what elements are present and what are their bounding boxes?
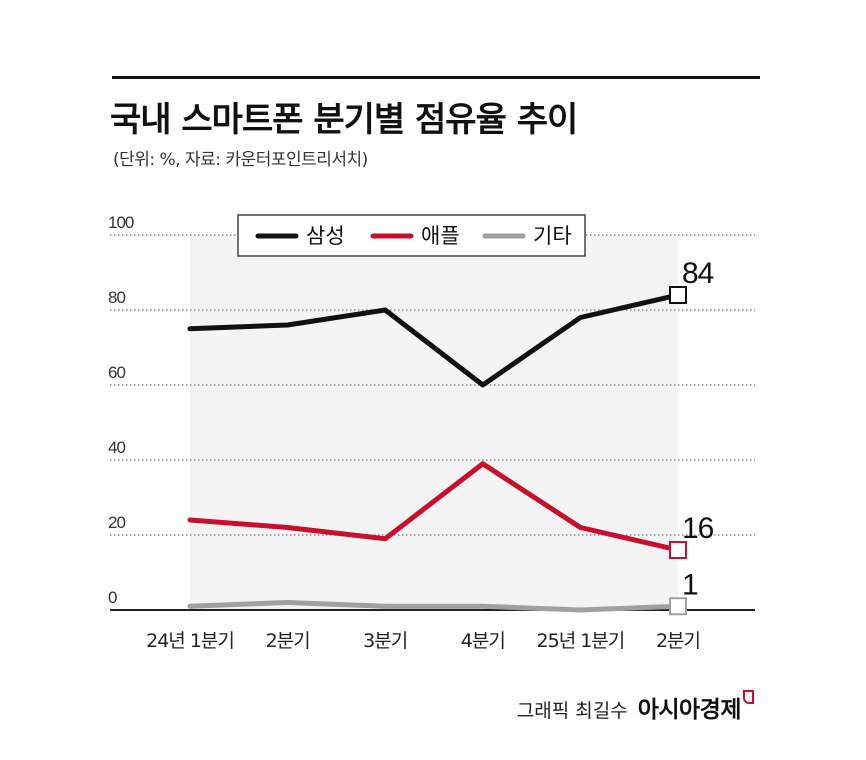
brand-mark-icon xyxy=(743,690,754,704)
x-tick-label: 2분기 xyxy=(266,630,310,652)
top-rule xyxy=(112,76,760,79)
series-line-2 xyxy=(187,600,681,613)
legend-label: 기타 xyxy=(533,224,572,248)
plot-area-shade xyxy=(190,235,678,610)
y-tick-label: 60 xyxy=(108,363,125,382)
x-tick-label: 2분기 xyxy=(656,630,700,652)
end-marker-0 xyxy=(669,286,687,304)
end-value-label: 1 xyxy=(682,568,698,601)
x-tick-label: 25년 1분기 xyxy=(537,630,625,652)
legend-label: 애플 xyxy=(421,224,460,248)
series-line-1 xyxy=(187,461,681,553)
end-marker-1 xyxy=(669,541,687,559)
page-title: 국내 스마트폰 분기별 점유율 추이 xyxy=(110,100,578,140)
x-tick-label: 3분기 xyxy=(363,630,407,652)
y-tick-label: 80 xyxy=(108,288,125,307)
end-value-label: 84 xyxy=(682,257,714,290)
brand-logo: 아시아경제 xyxy=(638,690,754,724)
credit: 그래픽 최길수 아시아경제 xyxy=(517,690,754,724)
series-line-0 xyxy=(187,292,681,388)
y-tick-label: 20 xyxy=(108,513,125,532)
y-tick-label: 40 xyxy=(108,438,125,457)
end-marker-2 xyxy=(669,597,687,616)
x-tick-label: 24년 1분기 xyxy=(146,630,234,652)
legend-label: 삼성 xyxy=(306,224,345,248)
y-tick-label: 100 xyxy=(108,213,134,232)
y-tick-label: 0 xyxy=(108,588,117,607)
x-tick-label: 4분기 xyxy=(461,630,505,652)
chart-subtitle: (단위: %, 자료: 카운터포인트리서치) xyxy=(113,150,368,170)
credit-label: 그래픽 최길수 xyxy=(516,700,628,722)
end-value-label: 16 xyxy=(682,512,714,545)
